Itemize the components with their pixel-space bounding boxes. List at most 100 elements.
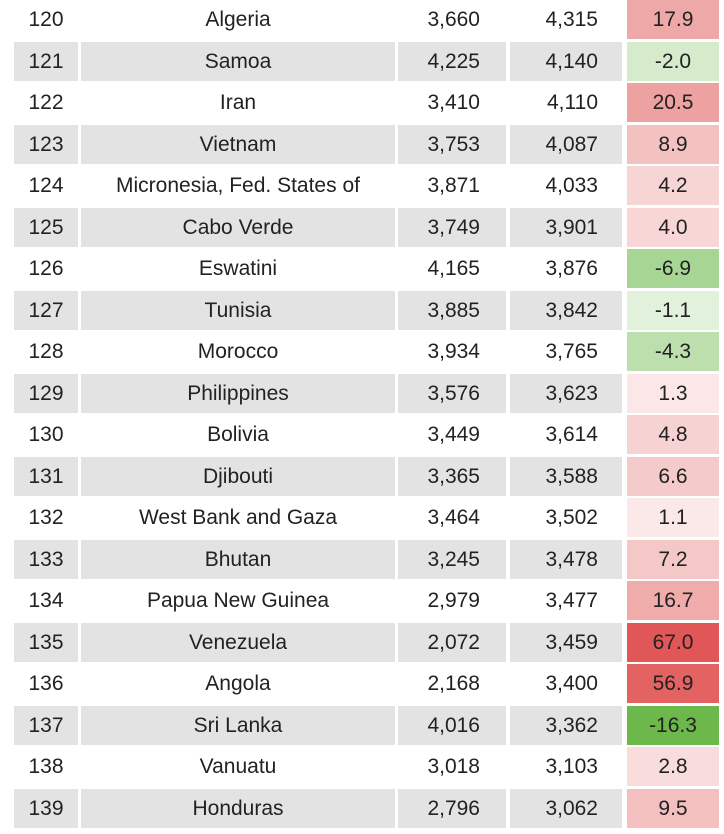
country-cell: Papua New Guinea xyxy=(81,581,395,620)
country-cell: Angola xyxy=(81,664,395,703)
rank-cell: 127 xyxy=(14,290,78,330)
country-cell: Djibouti xyxy=(81,456,395,496)
country-cell: Honduras xyxy=(81,788,395,828)
value-cell: 3,362 xyxy=(510,705,622,745)
value-cell: 3,018 xyxy=(398,747,506,786)
rank-cell: 133 xyxy=(14,539,78,579)
country-cell: Iran xyxy=(81,83,395,122)
country-cell: Micronesia, Fed. States of xyxy=(81,166,395,205)
change-cell: 67.0 xyxy=(627,622,719,662)
value-cell: 3,885 xyxy=(398,290,506,330)
rank-cell: 139 xyxy=(14,788,78,828)
rank-cell: 124 xyxy=(14,166,78,205)
value-cell: 3,245 xyxy=(398,539,506,579)
value-cell: 3,576 xyxy=(398,373,506,413)
value-cell: 3,871 xyxy=(398,166,506,205)
country-cell: Bolivia xyxy=(81,415,395,454)
value-cell: 3,464 xyxy=(398,498,506,537)
country-cell: West Bank and Gaza xyxy=(81,498,395,537)
change-cell: 17.9 xyxy=(627,0,719,39)
value-cell: 3,623 xyxy=(510,373,622,413)
country-cell: Vanuatu xyxy=(81,747,395,786)
value-cell: 3,410 xyxy=(398,83,506,122)
rank-cell: 131 xyxy=(14,456,78,496)
country-cell: Vietnam xyxy=(81,124,395,164)
value-cell: 3,765 xyxy=(510,332,622,371)
value-cell: 3,934 xyxy=(398,332,506,371)
change-cell: -2.0 xyxy=(627,41,719,81)
value-cell: 3,842 xyxy=(510,290,622,330)
country-cell: Philippines xyxy=(81,373,395,413)
value-cell: 4,315 xyxy=(510,0,622,39)
value-cell: 3,062 xyxy=(510,788,622,828)
value-cell: 4,110 xyxy=(510,83,622,122)
value-cell: 3,901 xyxy=(510,207,622,247)
rank-cell: 130 xyxy=(14,415,78,454)
change-cell: -1.1 xyxy=(627,290,719,330)
rank-cell: 137 xyxy=(14,705,78,745)
country-cell: Samoa xyxy=(81,41,395,81)
change-cell: 4.2 xyxy=(627,166,719,205)
change-cell: 2.8 xyxy=(627,747,719,786)
value-cell: 3,502 xyxy=(510,498,622,537)
rank-cell: 122 xyxy=(14,83,78,122)
country-cell: Bhutan xyxy=(81,539,395,579)
rank-cell: 132 xyxy=(14,498,78,537)
rank-cell: 125 xyxy=(14,207,78,247)
change-cell: 6.6 xyxy=(627,456,719,496)
change-cell: 56.9 xyxy=(627,664,719,703)
value-cell: 2,072 xyxy=(398,622,506,662)
value-cell: 3,876 xyxy=(510,249,622,288)
country-cell: Venezuela xyxy=(81,622,395,662)
change-cell: 4.0 xyxy=(627,207,719,247)
change-cell: 7.2 xyxy=(627,539,719,579)
rank-cell: 128 xyxy=(14,332,78,371)
value-cell: 4,016 xyxy=(398,705,506,745)
country-cell: Sri Lanka xyxy=(81,705,395,745)
value-cell: 3,400 xyxy=(510,664,622,703)
value-cell: 3,614 xyxy=(510,415,622,454)
value-cell: 2,796 xyxy=(398,788,506,828)
value-cell: 3,449 xyxy=(398,415,506,454)
value-cell: 3,749 xyxy=(398,207,506,247)
country-cell: Algeria xyxy=(81,0,395,39)
country-cell: Morocco xyxy=(81,332,395,371)
country-cell: Cabo Verde xyxy=(81,207,395,247)
rank-cell: 136 xyxy=(14,664,78,703)
change-cell: 8.9 xyxy=(627,124,719,164)
value-cell: 3,478 xyxy=(510,539,622,579)
value-cell: 2,979 xyxy=(398,581,506,620)
value-cell: 4,033 xyxy=(510,166,622,205)
value-cell: 4,165 xyxy=(398,249,506,288)
value-cell: 3,588 xyxy=(510,456,622,496)
country-cell: Eswatini xyxy=(81,249,395,288)
value-cell: 3,660 xyxy=(398,0,506,39)
value-cell: 3,477 xyxy=(510,581,622,620)
rank-cell: 121 xyxy=(14,41,78,81)
change-cell: -6.9 xyxy=(627,249,719,288)
value-cell: 4,087 xyxy=(510,124,622,164)
change-cell: 1.3 xyxy=(627,373,719,413)
rank-cell: 126 xyxy=(14,249,78,288)
change-cell: 20.5 xyxy=(627,83,719,122)
rank-cell: 134 xyxy=(14,581,78,620)
rank-cell: 135 xyxy=(14,622,78,662)
rank-cell: 129 xyxy=(14,373,78,413)
change-cell: 9.5 xyxy=(627,788,719,828)
value-cell: 4,225 xyxy=(398,41,506,81)
value-cell: 3,753 xyxy=(398,124,506,164)
country-cell: Tunisia xyxy=(81,290,395,330)
value-cell: 3,103 xyxy=(510,747,622,786)
change-cell: 4.8 xyxy=(627,415,719,454)
value-cell: 3,459 xyxy=(510,622,622,662)
value-cell: 4,140 xyxy=(510,41,622,81)
change-cell: 16.7 xyxy=(627,581,719,620)
change-cell: -4.3 xyxy=(627,332,719,371)
rank-cell: 138 xyxy=(14,747,78,786)
change-cell: -16.3 xyxy=(627,705,719,745)
rank-cell: 123 xyxy=(14,124,78,164)
change-cell: 1.1 xyxy=(627,498,719,537)
value-cell: 3,365 xyxy=(398,456,506,496)
value-cell: 2,168 xyxy=(398,664,506,703)
